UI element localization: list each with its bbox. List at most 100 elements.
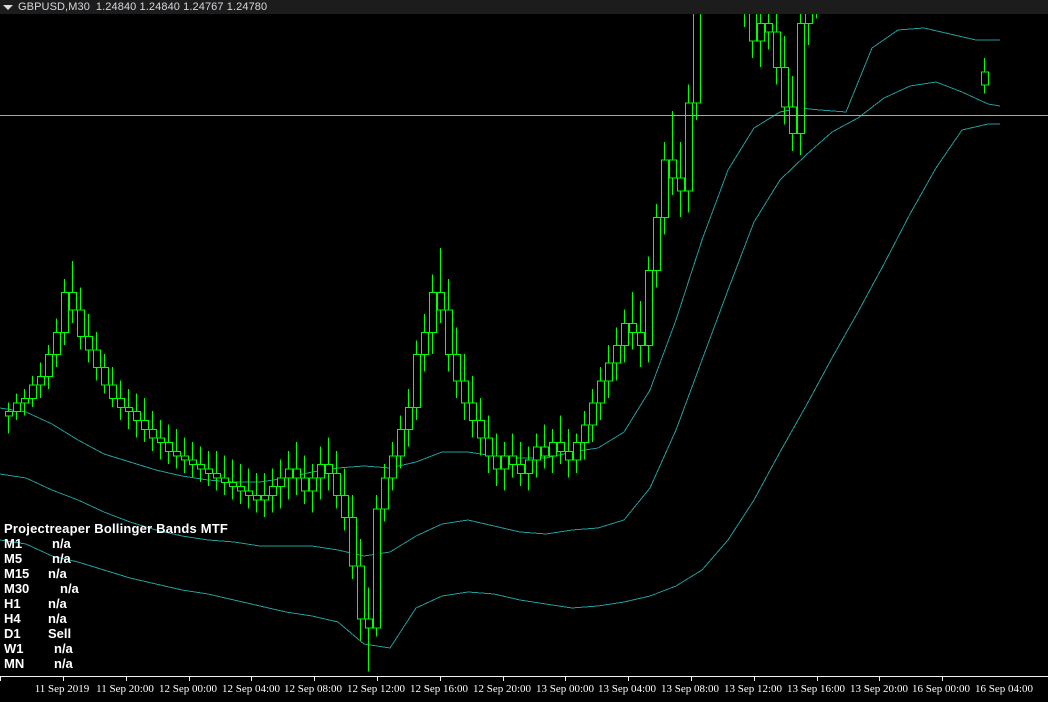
candle-body (149, 428, 157, 439)
candle-body (453, 353, 461, 382)
chart-plot-area[interactable] (0, 14, 1048, 676)
candlestick (77, 287, 85, 350)
candle-body (661, 159, 669, 219)
candle-body (541, 446, 549, 457)
candlestick (365, 587, 373, 672)
candle-body (173, 450, 181, 457)
candle-body (213, 472, 221, 479)
axis-tick-label: 16 Sep 00:00 (911, 683, 971, 695)
axis-tick-mark (440, 677, 441, 681)
candlestick (245, 468, 253, 509)
candle-body (645, 269, 653, 346)
candle-body (605, 362, 613, 382)
candlestick (597, 367, 605, 421)
candlestick (445, 278, 453, 372)
candlestick (85, 314, 93, 363)
candle-body (189, 459, 197, 466)
candlestick (133, 393, 141, 438)
indicator-timeframe-label: MN (4, 656, 25, 671)
candlestick (605, 345, 613, 398)
candle-body (53, 331, 61, 355)
candle-body (773, 31, 781, 68)
candle-body (269, 486, 277, 497)
candle-body (13, 402, 21, 413)
candlestick (573, 433, 581, 473)
candle-body (349, 517, 357, 567)
candle-body (693, 14, 701, 104)
candle-body (221, 477, 229, 483)
candle-body (109, 384, 117, 399)
indicator-title: Projectreaper Bollinger Bands MTF (4, 521, 229, 536)
bollinger-band-line (0, 81, 1001, 557)
candle-body (133, 411, 141, 422)
candlestick (181, 437, 189, 473)
candlestick (93, 331, 101, 381)
candle-body (613, 345, 621, 364)
candle-body (749, 14, 757, 42)
candle-body (285, 468, 293, 479)
candlestick (805, 14, 813, 45)
candlestick (693, 14, 701, 120)
candlestick (405, 389, 413, 447)
candlestick (5, 402, 13, 434)
candlestick (685, 84, 693, 213)
candle-body (157, 437, 165, 444)
axis-tick-mark (754, 677, 755, 681)
axis-tick-label: 13 Sep 08:00 (660, 683, 720, 695)
chevron-down-icon[interactable] (3, 4, 13, 10)
candlestick (781, 36, 789, 125)
candlestick (669, 111, 677, 195)
axis-tick-label: 12 Sep 16:00 (409, 683, 469, 695)
axis-tick-mark (817, 677, 818, 681)
indicator-timeframe-label: M1 (4, 536, 23, 551)
candle-body (669, 159, 677, 179)
candlestick (341, 468, 349, 531)
candlestick (197, 446, 205, 482)
indicator-signal-value: Sell (48, 626, 72, 641)
axis-tick-mark (503, 677, 504, 681)
candle-body (357, 565, 365, 620)
candle-body (261, 495, 269, 501)
candlestick (549, 428, 557, 473)
candle-body (21, 397, 29, 404)
candle-body (501, 455, 509, 470)
axis-tick-label: 12 Sep 08:00 (283, 683, 343, 695)
candlestick (621, 309, 629, 363)
candlestick (61, 278, 69, 345)
candle-body (93, 349, 101, 369)
axis-tick-mark (126, 677, 127, 681)
axis-tick-mark (251, 677, 252, 681)
candle-body (589, 402, 597, 426)
indicator-timeframe-label: M5 (4, 551, 23, 566)
candlestick (533, 433, 541, 478)
candlestick (613, 327, 621, 381)
candle-body (429, 292, 437, 333)
bollinger-band-line (0, 123, 1000, 649)
candlestick (21, 389, 29, 416)
indicator-row-d1: D1 Sell (4, 626, 228, 641)
candle-body (381, 477, 389, 510)
indicator-signal-value: n/a (48, 566, 67, 581)
candle-body (781, 66, 789, 108)
candle-body (29, 384, 37, 399)
indicator-panel[interactable]: Projectreaper Bollinger Bands MTF M1 n/a M… (4, 521, 228, 671)
candlestick (349, 495, 357, 579)
candle-body (469, 402, 477, 422)
indicator-signal-value: n/a (60, 581, 79, 596)
candle-body (277, 477, 285, 488)
candle-body (421, 331, 429, 355)
candle-body (765, 22, 773, 33)
axis-tick-label: 11 Sep 2019 (34, 683, 90, 695)
indicator-timeframe-label: W1 (4, 641, 24, 656)
candle-body (797, 22, 805, 135)
candle-body (181, 455, 189, 461)
axis-tick-label: 12 Sep 04:00 (221, 683, 281, 695)
indicator-row-m5: M5 n/a (4, 551, 228, 566)
indicator-rows: M1 n/a M5 n/a M15 n/a M30 n/a H1 n/a H4 n/a D1 Sell W1… (4, 536, 228, 671)
axis-tick-label: 13 Sep 20:00 (849, 683, 909, 695)
candlestick (333, 450, 341, 509)
axis-tick-mark (879, 677, 880, 681)
candlestick (269, 468, 277, 513)
candle-body (445, 309, 453, 355)
indicator-row-m1: M1 n/a (4, 536, 228, 551)
